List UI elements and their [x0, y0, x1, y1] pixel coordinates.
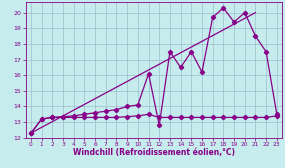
X-axis label: Windchill (Refroidissement éolien,°C): Windchill (Refroidissement éolien,°C)	[73, 148, 235, 157]
